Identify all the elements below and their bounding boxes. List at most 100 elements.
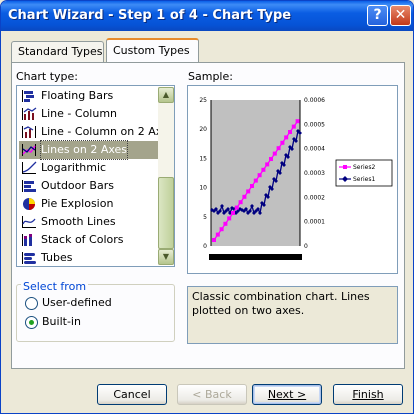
- user-defined-label[interactable]: User-defined: [42, 296, 112, 309]
- list-item-line-column-2-axes[interactable]: Line - Column on 2 Axes: [19, 123, 174, 141]
- series1-point: [274, 179, 278, 183]
- series2-point: [234, 205, 239, 210]
- sample-preview: 25 20 15 10 5 0 0.0006 0.0005 0.0004 0.0003 0.000…: [187, 85, 398, 274]
- series2-point: [212, 238, 216, 242]
- scroll-down-button[interactable]: ▼: [158, 249, 174, 265]
- select-from-group: [16, 284, 175, 342]
- series2-point: [242, 194, 247, 199]
- scrollbar-thumb[interactable]: [158, 177, 174, 249]
- category-axis-labels: [209, 254, 302, 260]
- smooth-lines-icon: [22, 216, 36, 228]
- window-title: Chart Wizard - Step 1 of 4 - Chart Type: [8, 8, 292, 23]
- right-tick-label: 0.0002: [304, 194, 325, 201]
- series1-point: [266, 195, 270, 199]
- series2-point: [265, 162, 270, 167]
- series1-point: [244, 207, 248, 211]
- line-column-icon: [22, 107, 37, 120]
- left-tick-label: 0: [203, 243, 207, 250]
- radio-selected-dot: [29, 320, 34, 325]
- right-tick-label: 0.0004: [304, 146, 325, 153]
- finish-button[interactable]: Finish: [333, 384, 403, 405]
- series2-point: [219, 227, 224, 232]
- left-tick-label: 5: [203, 214, 207, 221]
- series1-point: [294, 139, 298, 143]
- next-button[interactable]: Next >: [252, 384, 322, 405]
- series2-point: [272, 151, 277, 156]
- right-axis-ticks: 0.0006 0.0005 0.0004 0.0003 0.0002 0.0001 0: [304, 97, 325, 250]
- floating-bars-icon: [22, 90, 34, 102]
- list-item-lines-on-2-axes[interactable]: Lines on 2 Axes: [19, 140, 158, 160]
- right-tick-label: 0.0001: [304, 219, 325, 226]
- stack-of-colors-icon: [22, 234, 32, 246]
- list-item-line-column[interactable]: Line - Column: [19, 105, 158, 123]
- right-tick-label: 0.0006: [304, 97, 325, 104]
- built-in-radio[interactable]: [25, 316, 38, 329]
- series1-point: [290, 147, 294, 151]
- close-button[interactable]: ✕: [390, 5, 411, 26]
- series2-point: [257, 173, 262, 178]
- tubes-icon: [22, 252, 36, 264]
- series1-point: [286, 155, 290, 159]
- series2-point: [250, 184, 254, 188]
- list-item-label: Tubes: [41, 251, 73, 264]
- tab-standard-types[interactable]: Standard Types: [11, 41, 104, 62]
- tab-custom-types[interactable]: Custom Types: [106, 38, 199, 62]
- list-item-logarithmic[interactable]: Logarithmic: [19, 159, 158, 177]
- series2-point: [227, 216, 232, 221]
- series1-point: [226, 207, 230, 211]
- series2-point: [291, 124, 296, 129]
- legend-series1-label: Series1: [353, 176, 375, 183]
- left-tick-label: 10: [199, 185, 207, 192]
- series2-point: [223, 221, 228, 226]
- list-item-pie-explosion[interactable]: Pie Explosion: [19, 195, 158, 213]
- series2-point: [238, 200, 243, 205]
- series2-point: [288, 130, 292, 134]
- list-item-label: Stack of Colors: [41, 233, 124, 246]
- series2-point: [215, 232, 220, 237]
- series1-point: [282, 163, 286, 167]
- series2-point: [269, 157, 273, 161]
- scroll-up-button[interactable]: ▲: [158, 87, 174, 103]
- lines-2axes-icon: [22, 144, 36, 156]
- back-button[interactable]: < Back: [177, 384, 247, 405]
- series1-point: [250, 204, 254, 208]
- title-bar[interactable]: Chart Wizard - Step 1 of 4 - Chart Type …: [1, 1, 413, 31]
- series2-point: [280, 140, 285, 145]
- legend-series2-marker: [343, 165, 347, 169]
- next-button-label: Next >: [267, 388, 307, 401]
- list-item-label: Outdoor Bars: [41, 179, 114, 192]
- user-defined-radio[interactable]: [25, 297, 38, 310]
- list-item-floating-bars[interactable]: Floating Bars: [19, 87, 158, 105]
- list-item-label: Pie Explosion: [41, 197, 114, 210]
- chart-legend: [335, 159, 393, 187]
- list-item-outdoor-bars[interactable]: Outdoor Bars: [19, 177, 158, 195]
- list-item-tubes[interactable]: Tubes: [19, 249, 158, 267]
- series1-point: [298, 131, 302, 135]
- list-item-label: Logarithmic: [41, 161, 107, 174]
- chart-type-label: Chart type:: [16, 70, 79, 83]
- built-in-label[interactable]: Built-in: [42, 315, 81, 328]
- series2-point: [276, 146, 281, 151]
- series1-point: [262, 203, 266, 207]
- help-button[interactable]: ?: [367, 5, 388, 26]
- series1-point: [270, 187, 274, 191]
- series1-point: [278, 171, 282, 175]
- left-tick-label: 25: [199, 97, 207, 104]
- chart-type-scrollbar[interactable]: ▲ ▼: [158, 87, 174, 265]
- right-tick-label: 0.0003: [304, 170, 325, 177]
- plot-area: [211, 100, 300, 246]
- series1-point: [248, 209, 252, 213]
- list-item-smooth-lines[interactable]: Smooth Lines: [19, 213, 158, 231]
- chart-description: Classic combination chart. Lines plotted…: [187, 286, 398, 344]
- list-item-stack-of-colors[interactable]: Stack of Colors: [19, 231, 158, 249]
- cancel-button[interactable]: Cancel: [97, 384, 167, 405]
- line-column-2axes-icon: [22, 126, 36, 138]
- list-item-label: Lines on 2 Axes: [39, 140, 129, 160]
- help-icon: ?: [373, 7, 382, 23]
- right-tick-label: 0: [304, 243, 308, 250]
- chart-type-list[interactable]: Floating Bars Line - Column Line - Colum…: [16, 85, 175, 267]
- legend-series2-label: Series2: [353, 164, 375, 171]
- series2-point: [261, 167, 266, 172]
- chevron-up-icon: ▲: [162, 90, 170, 99]
